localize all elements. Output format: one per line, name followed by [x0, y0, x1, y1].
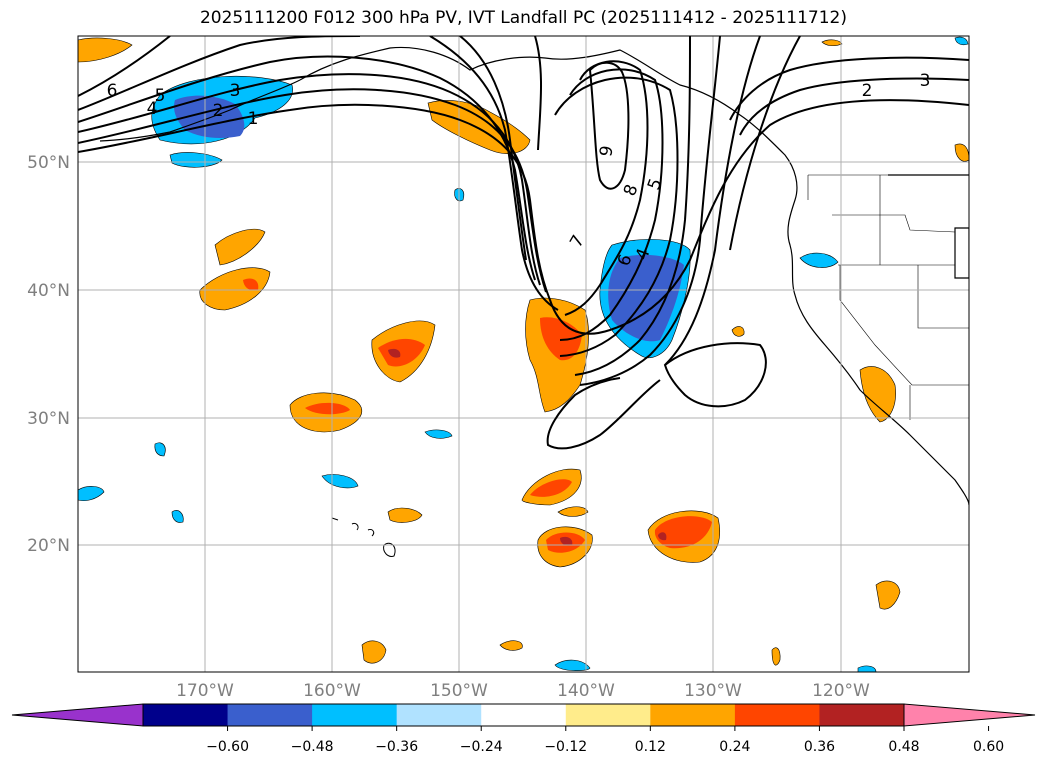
alaska-peninsula [99, 79, 301, 142]
colorbar-segment [650, 704, 736, 726]
plot-border [77, 35, 970, 673]
latitude-labels: 50°N 40°N 30°N 20°N [27, 153, 70, 556]
lon-label-150w: 150°W [430, 681, 488, 701]
lon-label-170w: 170°W [176, 681, 234, 701]
colorbar-tick-label: −0.12 [544, 739, 587, 755]
longitude-labels: 170°W 160°W 150°W 140°W 130°W 120°W [176, 681, 870, 701]
colorbar-segment [143, 704, 229, 726]
contour-label: 3 [230, 81, 241, 101]
colorbar-tick-label: 0.36 [804, 739, 835, 755]
hawaiian-islands [331, 517, 396, 557]
contour-label: 4 [147, 99, 158, 119]
colorbar-extend-min [11, 703, 144, 727]
colorbar-tick-label: −0.24 [460, 739, 503, 755]
lat-label-50n: 50°N [27, 153, 70, 173]
colorbar-segment [227, 704, 313, 726]
colorbar-tick-label: −0.48 [291, 739, 334, 755]
colorbar-tick-label: 0.60 [973, 739, 1004, 755]
lon-label-140w: 140°W [557, 681, 615, 701]
graticule [78, 36, 969, 672]
contour-label: 6 [107, 81, 118, 101]
plot-area: 6 5 4 3 2 1 2 3 9 8 5 7 6 4 [78, 36, 969, 672]
positive-anomaly-core [540, 317, 582, 361]
north-america-coastline [299, 46, 969, 506]
colorbar-segment [819, 704, 905, 726]
colorbar-segment [481, 704, 567, 726]
colorbar-extend-max [903, 703, 1036, 727]
lon-label-160w: 160°W [303, 681, 361, 701]
contour-label: 9 [596, 144, 618, 158]
contour-label: 3 [920, 71, 931, 91]
colorbar-tick-label: −0.60 [206, 739, 249, 755]
lat-label-30n: 30°N [27, 409, 70, 429]
contour-label: 2 [862, 81, 873, 101]
colorbar-tick-label: −0.36 [375, 739, 418, 755]
positive-anomaly-region [199, 267, 271, 311]
ivt-contours [78, 36, 969, 450]
colorbar-tick-label: 0.24 [719, 739, 750, 755]
colorbar-segment [396, 704, 482, 726]
lon-label-120w: 120°W [812, 681, 870, 701]
lat-label-40n: 40°N [27, 281, 70, 301]
colorbar-segment [312, 704, 398, 726]
colorbar: −0.60 −0.48 −0.36 −0.24 −0.12 0.12 0.24 0.36 0.4… [11, 703, 1036, 755]
contour-label: 2 [213, 101, 224, 121]
colorbar-segment [565, 704, 651, 726]
colorbar-segment [734, 704, 820, 726]
contour-label: 1 [248, 109, 259, 129]
map-title: 2025111200 F012 300 hPa PV, IVT Landfall… [199, 8, 847, 28]
contour-label: 5 [155, 86, 166, 106]
pv-shading [78, 36, 969, 672]
lat-label-20n: 20°N [27, 536, 70, 556]
negative-anomaly-core [608, 254, 684, 342]
political-borders [807, 174, 969, 420]
lon-label-130w: 130°W [684, 681, 742, 701]
colorbar-tick-label: 0.48 [888, 739, 919, 755]
colorbar-tick-label: 0.12 [635, 739, 666, 755]
